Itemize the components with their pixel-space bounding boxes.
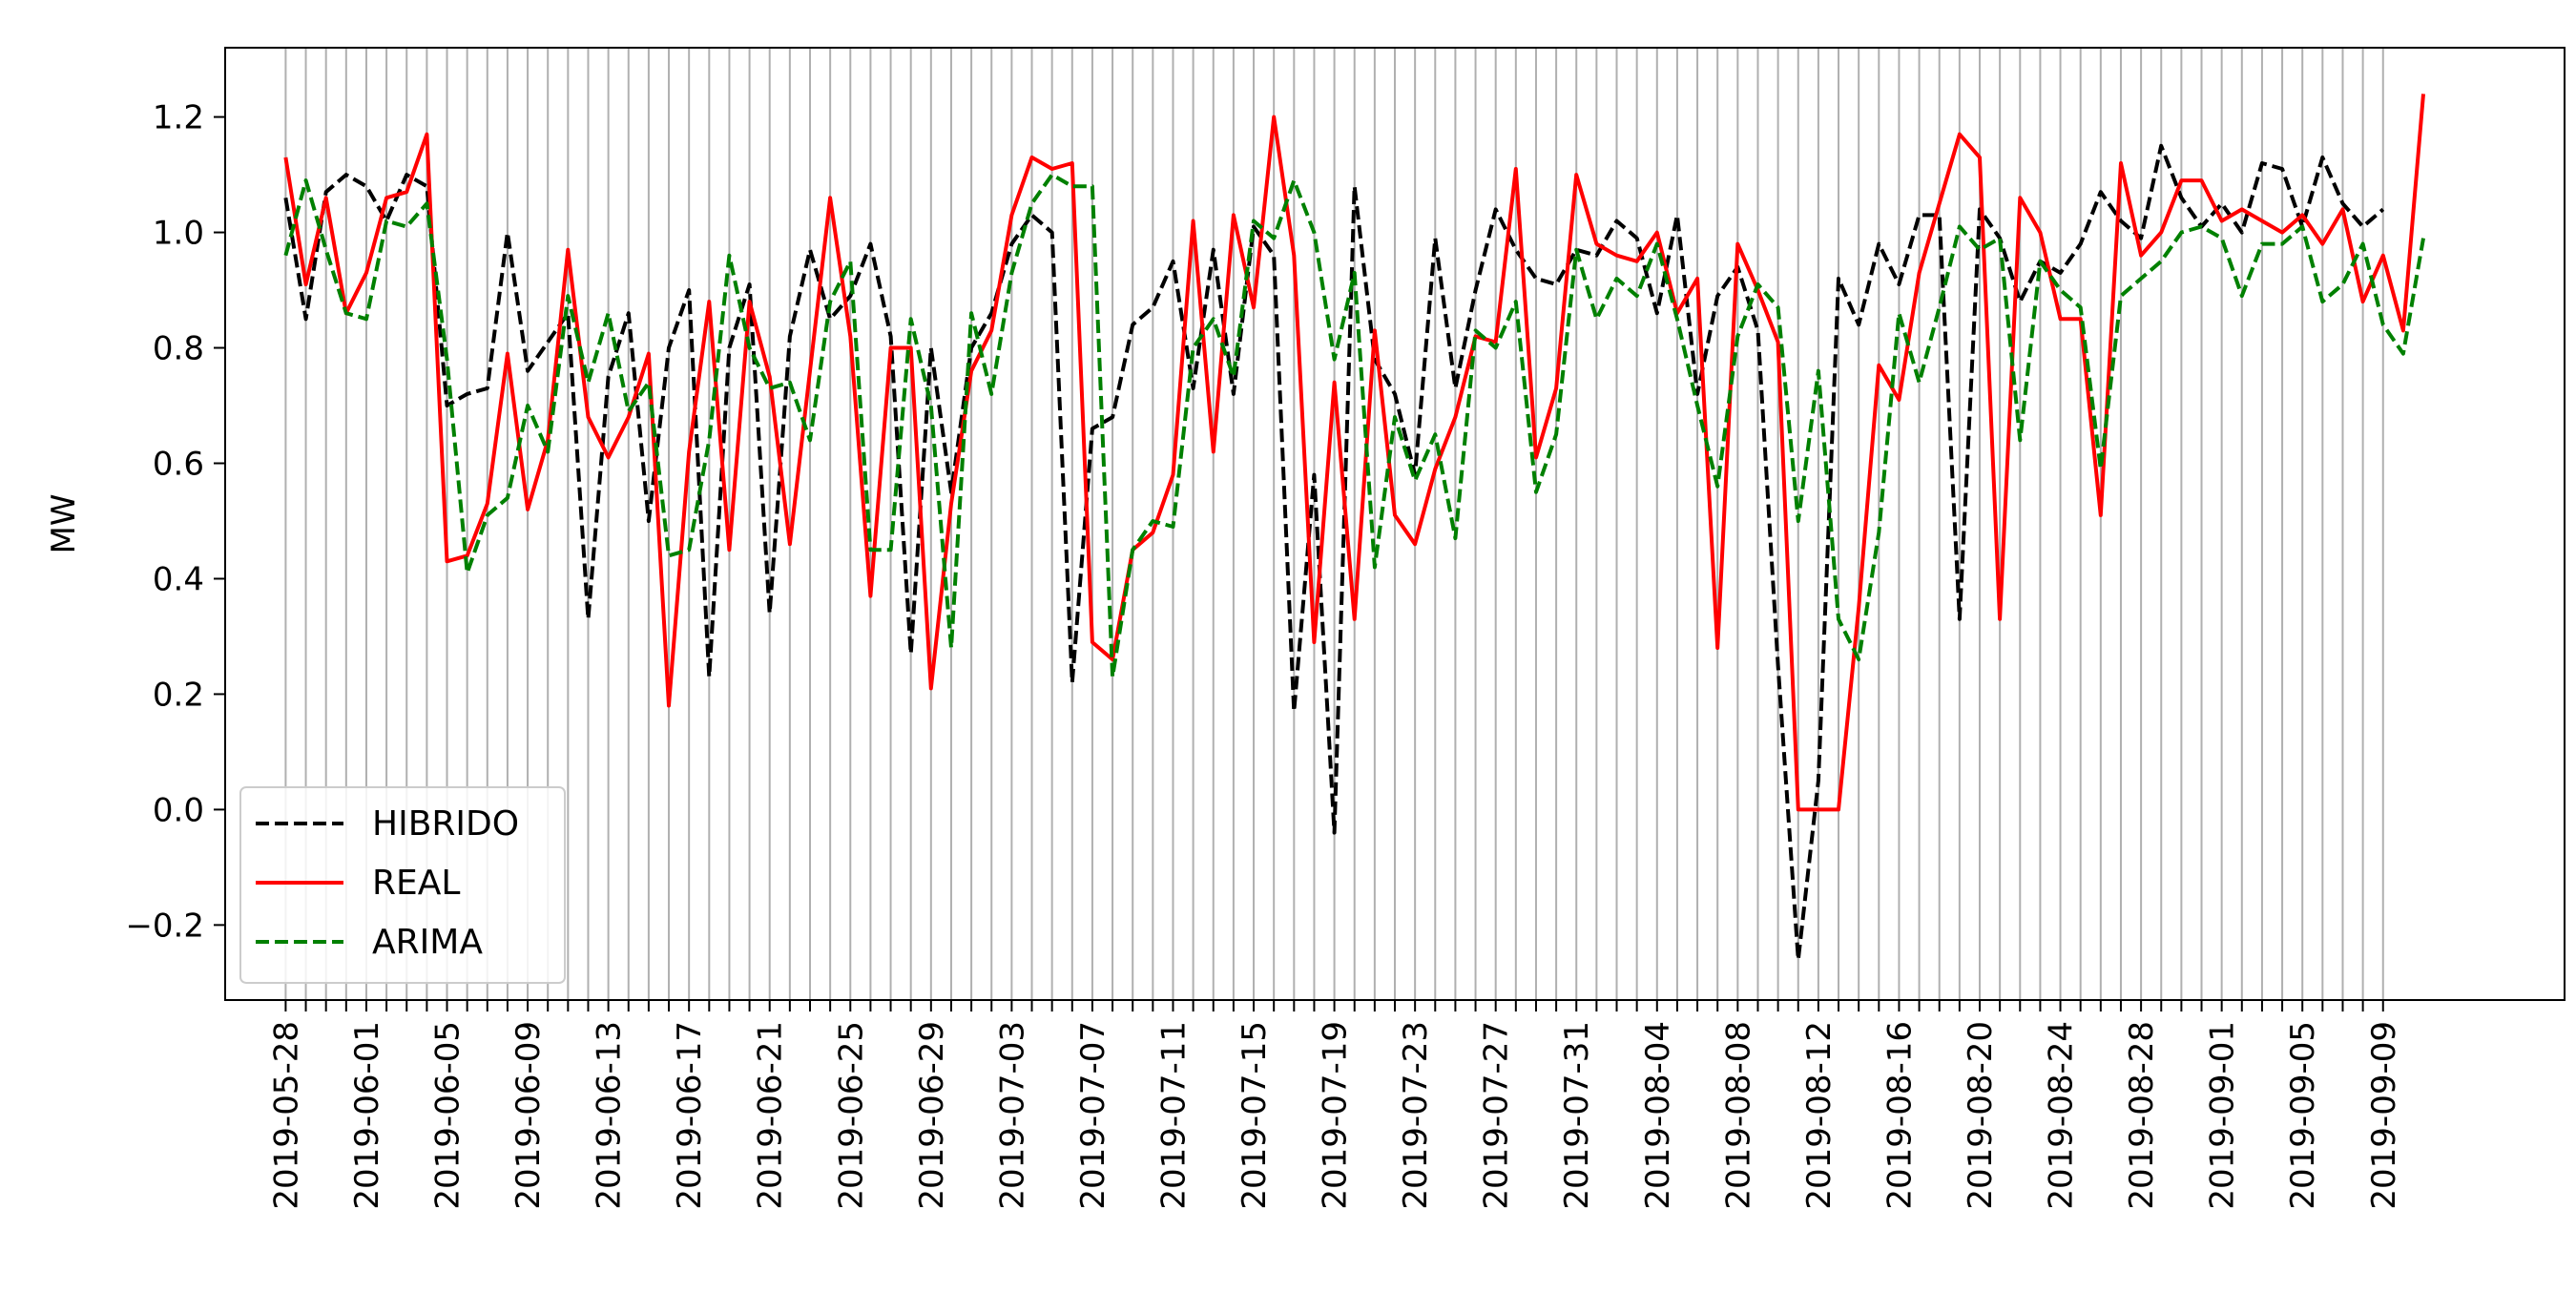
legend-label-arima: ARIMA [372,923,483,962]
series-line-arima [283,173,2425,679]
x-tick-label: 2019-08-12 [1800,1021,1839,1210]
x-axis-ticks: 2019-05-28 2019-06-01 2019-06-05 2019-06-09… [267,1000,2403,1210]
x-tick-label: 2019-06-25 [832,1021,870,1210]
legend-label-real: REAL [372,864,460,903]
y-tick-label: 0.6 [153,445,204,483]
x-tick-label: 2019-05-28 [267,1021,305,1210]
x-tick-label: 2019-07-03 [993,1021,1031,1210]
y-tick-label: 0.8 [153,330,204,368]
x-tick-label: 2019-09-01 [2204,1021,2242,1210]
y-tick-label: 0.2 [153,676,204,714]
x-tick-label: 2019-07-23 [1397,1021,1435,1210]
series-line-hibrido [283,143,2385,962]
x-tick-label: 2019-09-09 [2365,1021,2403,1210]
x-tick-label: 2019-06-21 [752,1021,790,1210]
x-tick-label: 2019-08-04 [1639,1021,1677,1210]
legend: HIBRIDO REAL ARIMA [239,786,566,984]
vertical-grid [284,48,2384,1000]
x-tick-label: 2019-06-05 [429,1021,467,1210]
legend-label-hibrido: HIBRIDO [372,804,519,844]
x-tick-label: 2019-09-05 [2284,1021,2322,1210]
x-tick-label: 2019-06-01 [348,1021,386,1210]
x-tick-label: 2019-08-24 [2043,1021,2081,1210]
x-tick-label: 2019-06-17 [671,1021,709,1210]
x-tick-label: 2019-06-09 [509,1021,548,1210]
y-axis-ticks: −0.2 0.0 0.2 0.4 0.6 0.8 1.0 1.2 [125,99,225,945]
x-tick-label: 2019-07-31 [1558,1021,1596,1210]
x-tick-label: 2019-07-27 [1478,1021,1516,1210]
y-tick-label: −0.2 [125,907,204,945]
series-line-real [283,94,2425,812]
x-tick-label: 2019-07-19 [1317,1021,1355,1210]
y-tick-label: 1.0 [153,215,204,253]
x-tick-label: 2019-07-15 [1236,1021,1274,1210]
series-lines [283,94,2425,962]
x-tick-label: 2019-08-28 [2123,1021,2161,1210]
y-tick-label: 0.4 [153,560,204,598]
y-axis-label: MW [45,494,83,554]
x-tick-label: 2019-08-08 [1719,1021,1757,1210]
y-tick-label: 0.0 [153,791,204,829]
x-tick-label: 2019-07-11 [1154,1021,1193,1210]
x-tick-label: 2019-08-16 [1880,1021,1919,1210]
x-tick-label: 2019-08-20 [1962,1021,2000,1210]
y-tick-label: 1.2 [153,99,204,137]
x-tick-label: 2019-06-13 [591,1021,629,1210]
x-tick-label: 2019-06-29 [913,1021,951,1210]
legend-box [239,786,566,984]
x-tick-label: 2019-07-07 [1074,1021,1112,1210]
